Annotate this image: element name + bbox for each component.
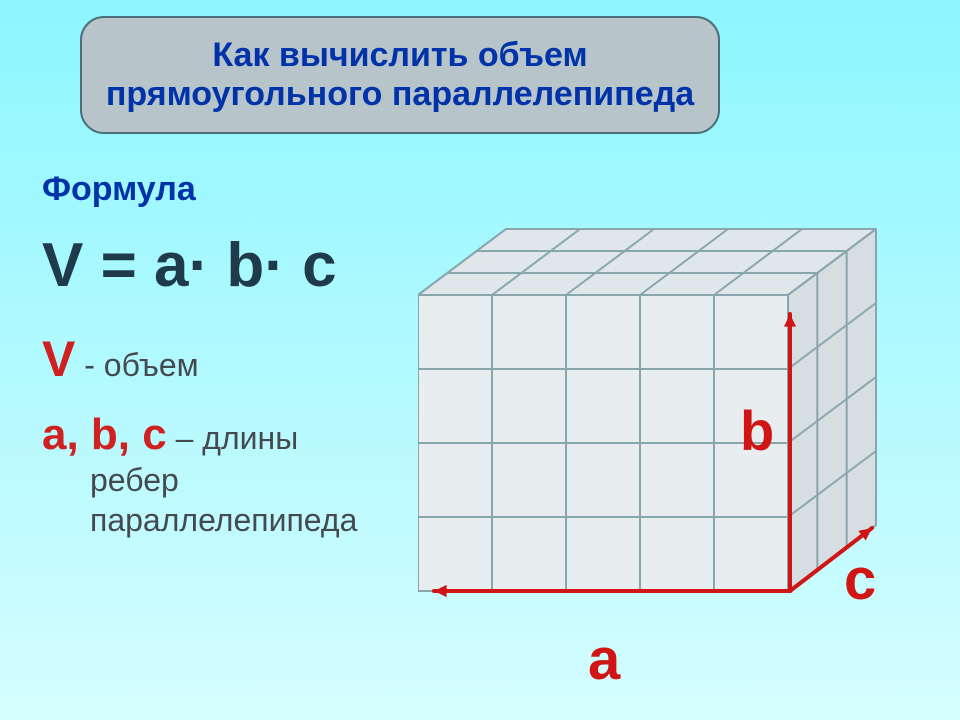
axis-label-b: b [740, 398, 774, 463]
axis-arrows [0, 0, 960, 720]
slide: Как вычислить объем прямоугольного парал… [0, 0, 960, 720]
axis-label-c: c [844, 546, 876, 613]
axis-label-a: a [588, 626, 620, 693]
